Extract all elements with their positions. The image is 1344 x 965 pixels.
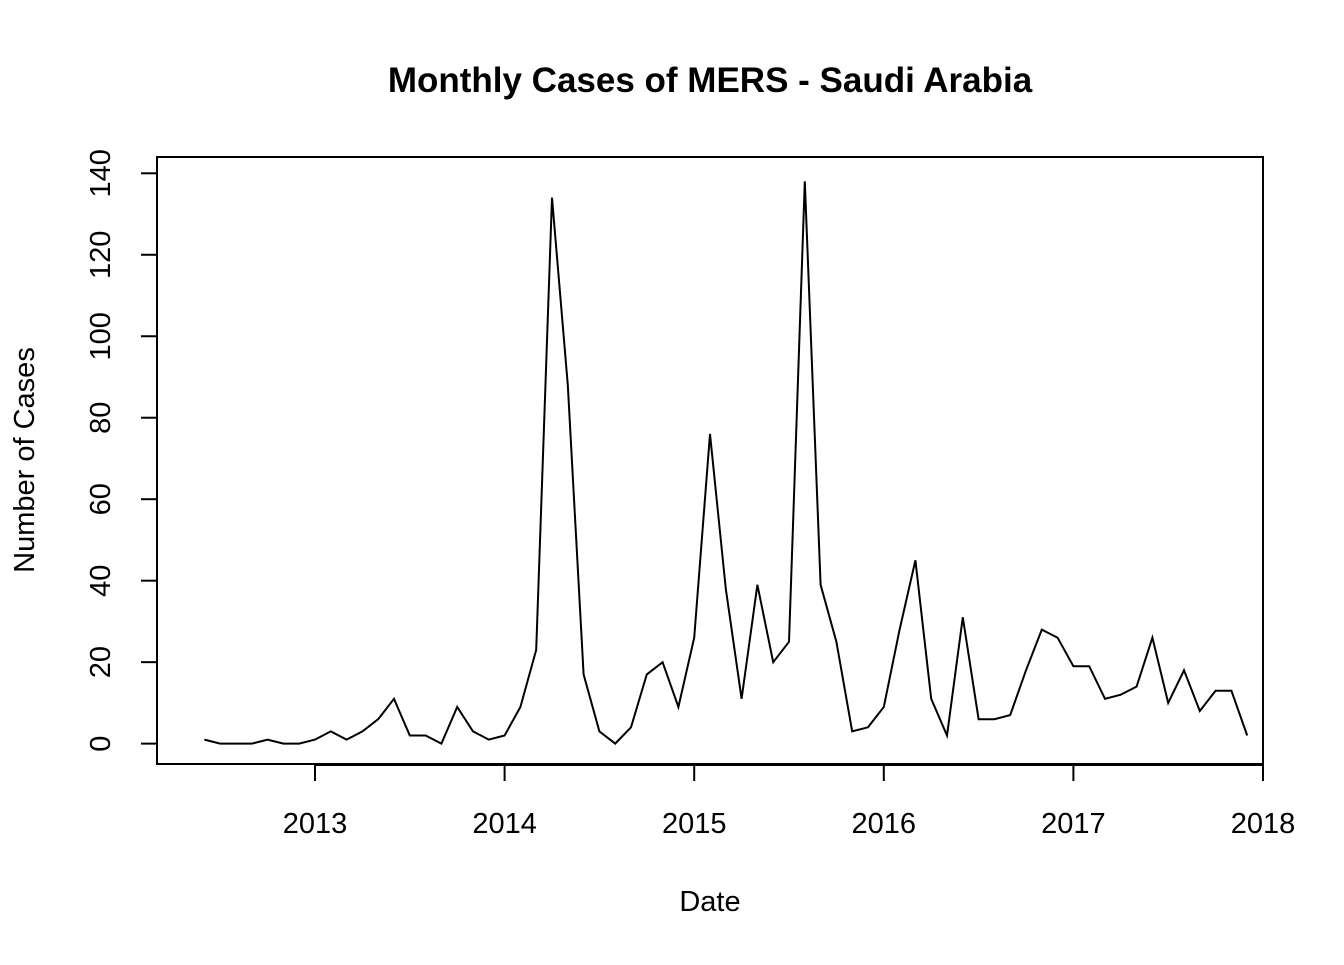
y-tick-label: 120 — [85, 231, 117, 279]
y-axis-label: Number of Cases — [9, 347, 41, 573]
x-tick-label: 2018 — [1231, 808, 1296, 840]
series-layer — [204, 181, 1249, 745]
x-tick-label: 2017 — [1041, 808, 1106, 840]
y-tick-label: 40 — [85, 565, 117, 597]
x-tick-label: 2013 — [283, 808, 348, 840]
y-tick-label: 140 — [85, 149, 117, 197]
y-tick-label: 100 — [85, 312, 117, 360]
y-tick-label: 80 — [85, 402, 117, 434]
x-tick-label: 2015 — [662, 808, 727, 840]
y-tick-label: 20 — [85, 646, 117, 678]
y-axis: 0 20 40 60 80 100 120 140 — [85, 149, 158, 752]
x-tick-label: 2014 — [472, 808, 537, 840]
series-line — [204, 181, 1249, 745]
x-tick-label: 2016 — [852, 808, 917, 840]
y-tick-label: 0 — [85, 736, 117, 752]
x-axis: 2013 2014 2015 2016 2017 2018 — [283, 764, 1296, 840]
x-axis-label: Date — [679, 886, 740, 918]
y-tick-label: 60 — [85, 483, 117, 515]
chart-title: Monthly Cases of MERS - Saudi Arabia — [388, 61, 1033, 100]
plot-frame — [156, 156, 1264, 765]
